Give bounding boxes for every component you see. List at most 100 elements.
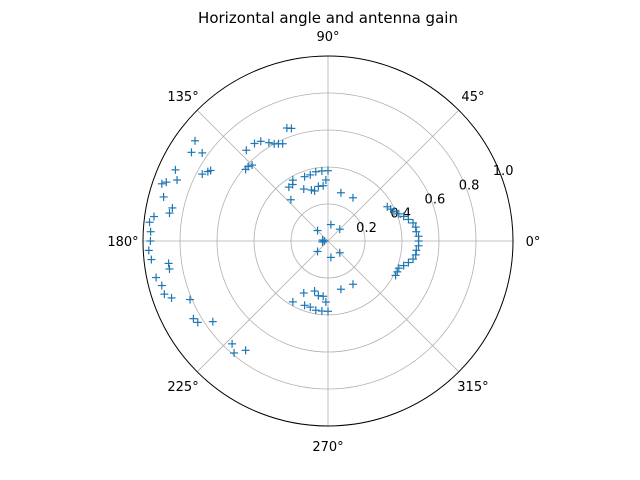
point-0-84 <box>149 212 158 221</box>
point-0-28 <box>311 167 320 176</box>
point-0-79 <box>162 178 171 187</box>
point-0-65 <box>256 137 265 146</box>
point-0-75 <box>203 167 212 176</box>
point-0-6 <box>399 212 408 221</box>
point-0-20 <box>335 225 344 234</box>
point-0-102 <box>241 346 250 355</box>
point-0-15 <box>404 258 413 267</box>
point-0-86 <box>146 227 155 236</box>
point-0-21 <box>348 193 357 202</box>
chart-title: Horizontal angle and antenna gain <box>198 9 458 27</box>
point-0-50 <box>306 303 315 312</box>
point-0-101 <box>230 348 239 357</box>
point-0-46 <box>317 307 326 316</box>
point-0-1 <box>414 232 423 241</box>
point-0-18 <box>393 267 402 276</box>
point-0-72 <box>198 148 207 157</box>
point-0-89 <box>147 255 156 264</box>
point-0-42 <box>336 285 345 294</box>
point-0-41 <box>348 280 357 289</box>
point-0-4 <box>409 218 418 227</box>
point-0-70 <box>241 165 250 174</box>
grid-spoke-3 <box>196 109 329 242</box>
r-label-2: 0.6 <box>425 193 446 208</box>
point-0-96 <box>186 295 195 304</box>
point-0-90 <box>164 259 173 268</box>
data-points <box>144 124 423 357</box>
r-label-3: 0.8 <box>459 178 480 193</box>
point-0-55 <box>313 247 322 256</box>
point-0-43 <box>326 253 335 262</box>
theta-label-2: 90° <box>316 30 339 45</box>
grid-spoke-1 <box>327 109 460 242</box>
point-0-7 <box>394 209 403 218</box>
point-0-95 <box>167 293 176 302</box>
radial-tick-labels: 0.20.40.60.81.0 <box>356 164 513 236</box>
point-0-71 <box>191 136 200 145</box>
point-0-93 <box>157 281 166 290</box>
point-0-2 <box>412 227 421 236</box>
point-0-51 <box>310 287 319 296</box>
point-0-92 <box>152 273 161 282</box>
point-0-38 <box>286 195 295 204</box>
point-0-83 <box>165 209 174 218</box>
point-0-98 <box>193 318 202 327</box>
point-0-5 <box>404 215 413 224</box>
point-0-12 <box>412 246 421 255</box>
point-0-85 <box>145 218 154 227</box>
point-0-10 <box>383 202 392 211</box>
point-0-67 <box>242 146 251 155</box>
point-0-39 <box>313 226 322 235</box>
point-0-32 <box>307 185 316 194</box>
point-0-16 <box>399 261 408 270</box>
theta-label-3: 135° <box>167 90 198 105</box>
theta-label-6: 270° <box>312 440 343 455</box>
point-0-19 <box>391 271 400 280</box>
point-0-58 <box>318 237 327 246</box>
point-0-76 <box>198 170 207 179</box>
point-0-47 <box>319 292 328 301</box>
point-0-63 <box>270 139 279 148</box>
theta-label-7: 315° <box>457 380 488 395</box>
point-0-22 <box>336 188 345 197</box>
point-0-73 <box>187 148 196 157</box>
point-0-49 <box>314 291 323 300</box>
point-0-100 <box>228 339 237 348</box>
point-0-87 <box>146 237 155 245</box>
point-0-29 <box>314 182 323 191</box>
grid-spoke-5 <box>196 240 329 373</box>
theta-label-5: 225° <box>167 380 198 395</box>
point-0-34 <box>299 185 308 194</box>
theta-label-4: 180° <box>107 235 138 250</box>
r-label-4: 1.0 <box>493 164 514 179</box>
point-0-64 <box>264 138 273 147</box>
point-0-30 <box>306 170 315 179</box>
point-0-78 <box>173 176 182 185</box>
point-0-17 <box>394 264 403 273</box>
theta-tick-labels: 0° 45° 90° 135° 180° 225° 270° 315° <box>107 30 540 455</box>
point-0-26 <box>317 166 326 175</box>
theta-label-1: 45° <box>461 90 484 105</box>
point-0-53 <box>299 288 308 297</box>
theta-label-0: 0° <box>526 235 541 250</box>
r-label-0: 0.2 <box>356 221 377 236</box>
point-0-52 <box>300 301 309 310</box>
point-0-88 <box>144 246 153 255</box>
point-0-56 <box>320 237 329 245</box>
polar-frame <box>142 55 514 427</box>
point-0-13 <box>411 250 420 259</box>
point-0-60 <box>282 124 291 133</box>
point-0-91 <box>165 264 174 273</box>
point-0-37 <box>284 183 293 192</box>
point-0-3 <box>411 223 420 232</box>
point-0-14 <box>409 255 418 264</box>
point-0-77 <box>171 165 180 174</box>
grid-spoke-7 <box>327 240 460 373</box>
point-0-25 <box>321 175 330 184</box>
point-0-54 <box>288 297 297 306</box>
point-0-11 <box>414 241 423 250</box>
point-0-97 <box>189 314 198 323</box>
point-0-33 <box>300 172 309 181</box>
point-0-80 <box>157 179 166 188</box>
